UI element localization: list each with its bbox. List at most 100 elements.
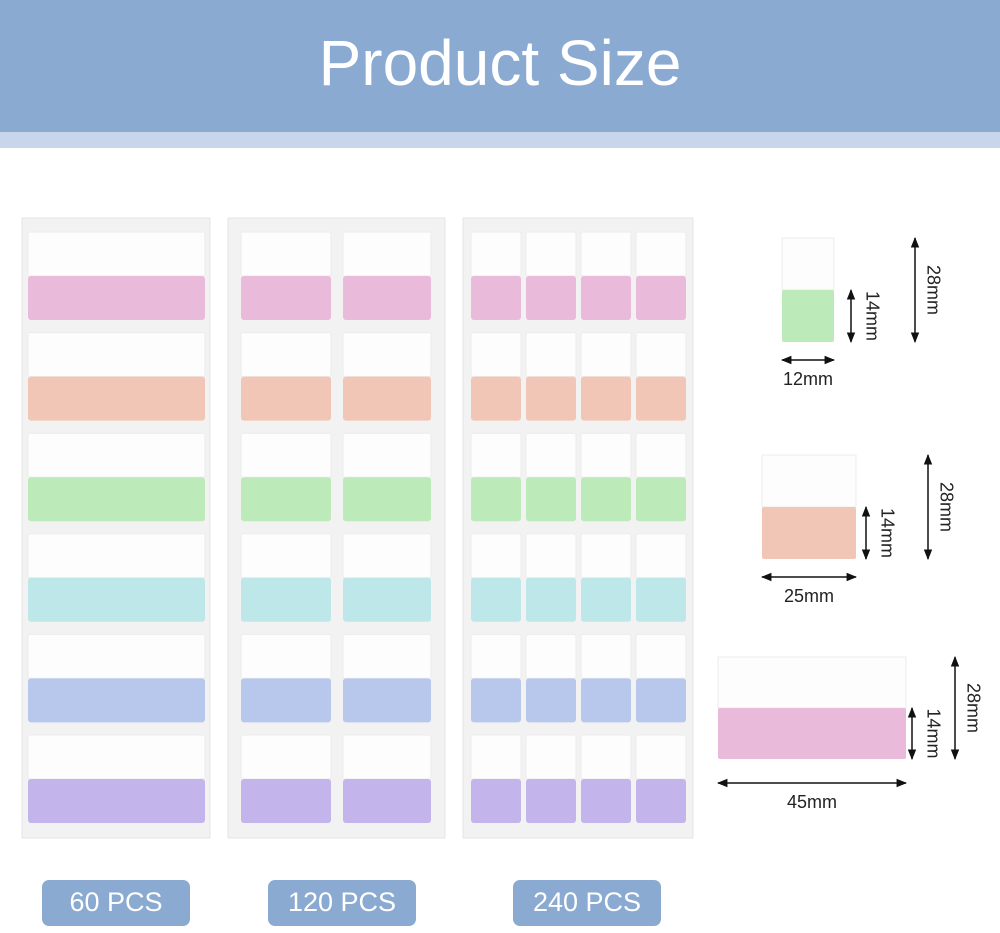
tab-color — [581, 779, 631, 823]
tab-color — [471, 779, 521, 823]
tab-color — [581, 477, 631, 522]
tab-color — [636, 678, 686, 723]
tab-top — [240, 734, 332, 780]
tab-color — [343, 477, 431, 522]
tab-color — [241, 577, 331, 622]
tab-top — [342, 332, 432, 378]
tab-top — [525, 533, 577, 579]
tab-top — [27, 332, 206, 378]
quantity-label: 120 PCS — [288, 887, 396, 917]
tab-color — [526, 477, 576, 522]
quantity-pill — [513, 880, 661, 926]
tab-color — [343, 577, 431, 622]
tab-color — [471, 276, 521, 320]
tab-color — [343, 276, 431, 320]
tab-color — [581, 577, 631, 622]
tab-top — [635, 231, 687, 277]
tab-color — [241, 678, 331, 723]
tab-top — [342, 633, 432, 679]
sample-top — [781, 237, 835, 291]
tab-color — [526, 276, 576, 320]
tab-color — [636, 577, 686, 622]
tab-top — [342, 231, 432, 277]
tab-color — [28, 779, 205, 823]
tab-color — [581, 276, 631, 320]
sample-color — [782, 290, 834, 342]
tab-top — [470, 533, 522, 579]
tab-top — [525, 734, 577, 780]
tab-color — [28, 678, 205, 723]
tab-top — [27, 633, 206, 679]
color-height-label: 14mm — [923, 708, 943, 758]
sample-top — [717, 656, 907, 709]
tab-color — [526, 779, 576, 823]
tab-top — [525, 332, 577, 378]
tab-color — [526, 577, 576, 622]
tab-top — [240, 533, 332, 579]
tab-top — [635, 633, 687, 679]
tab-color — [471, 678, 521, 723]
height-label: 28mm — [963, 683, 983, 733]
tab-color — [526, 376, 576, 421]
tab-color — [343, 376, 431, 421]
tab-top — [580, 231, 632, 277]
sample-color — [718, 708, 906, 759]
tab-color — [636, 779, 686, 823]
tab-top — [580, 332, 632, 378]
tab-color — [636, 477, 686, 522]
tab-color — [471, 376, 521, 421]
tab-color — [28, 477, 205, 522]
tab-top — [635, 533, 687, 579]
tab-top — [580, 432, 632, 478]
header-band — [0, 0, 1000, 132]
quantity-label: 60 PCS — [69, 887, 162, 917]
tab-top — [470, 633, 522, 679]
tab-top — [27, 432, 206, 478]
tab-top — [580, 533, 632, 579]
tab-color — [28, 577, 205, 622]
tab-top — [525, 231, 577, 277]
tab-color — [581, 376, 631, 421]
tab-top — [27, 231, 206, 277]
tab-top — [525, 432, 577, 478]
quantity-label: 240 PCS — [533, 887, 641, 917]
tab-color — [471, 577, 521, 622]
sample-top — [761, 454, 857, 508]
tab-top — [635, 332, 687, 378]
tab-top — [342, 734, 432, 780]
quantity-pill — [268, 880, 416, 926]
tab-color — [28, 376, 205, 421]
tab-color — [343, 779, 431, 823]
tab-top — [470, 432, 522, 478]
tab-top — [342, 533, 432, 579]
tab-color — [241, 276, 331, 320]
tab-top — [580, 734, 632, 780]
tab-color — [28, 276, 205, 320]
tab-top — [240, 432, 332, 478]
tab-top — [240, 633, 332, 679]
tab-color — [526, 678, 576, 723]
tab-top — [470, 332, 522, 378]
tab-color — [241, 477, 331, 522]
tab-color — [343, 678, 431, 723]
height-label: 28mm — [923, 265, 943, 315]
tab-color — [471, 477, 521, 522]
width-label: 25mm — [784, 586, 834, 606]
tab-color — [581, 678, 631, 723]
sample-color — [762, 507, 856, 559]
header-strip — [0, 132, 1000, 148]
tab-color — [241, 376, 331, 421]
tab-top — [342, 432, 432, 478]
tab-color — [241, 779, 331, 823]
tab-top — [470, 734, 522, 780]
tab-top — [580, 633, 632, 679]
tab-top — [635, 432, 687, 478]
width-label: 12mm — [783, 369, 833, 389]
tab-top — [635, 734, 687, 780]
color-height-label: 14mm — [862, 291, 882, 341]
tab-top — [470, 231, 522, 277]
tab-top — [525, 633, 577, 679]
quantity-pill — [42, 880, 190, 926]
width-label: 45mm — [787, 792, 837, 812]
color-height-label: 14mm — [877, 508, 897, 558]
